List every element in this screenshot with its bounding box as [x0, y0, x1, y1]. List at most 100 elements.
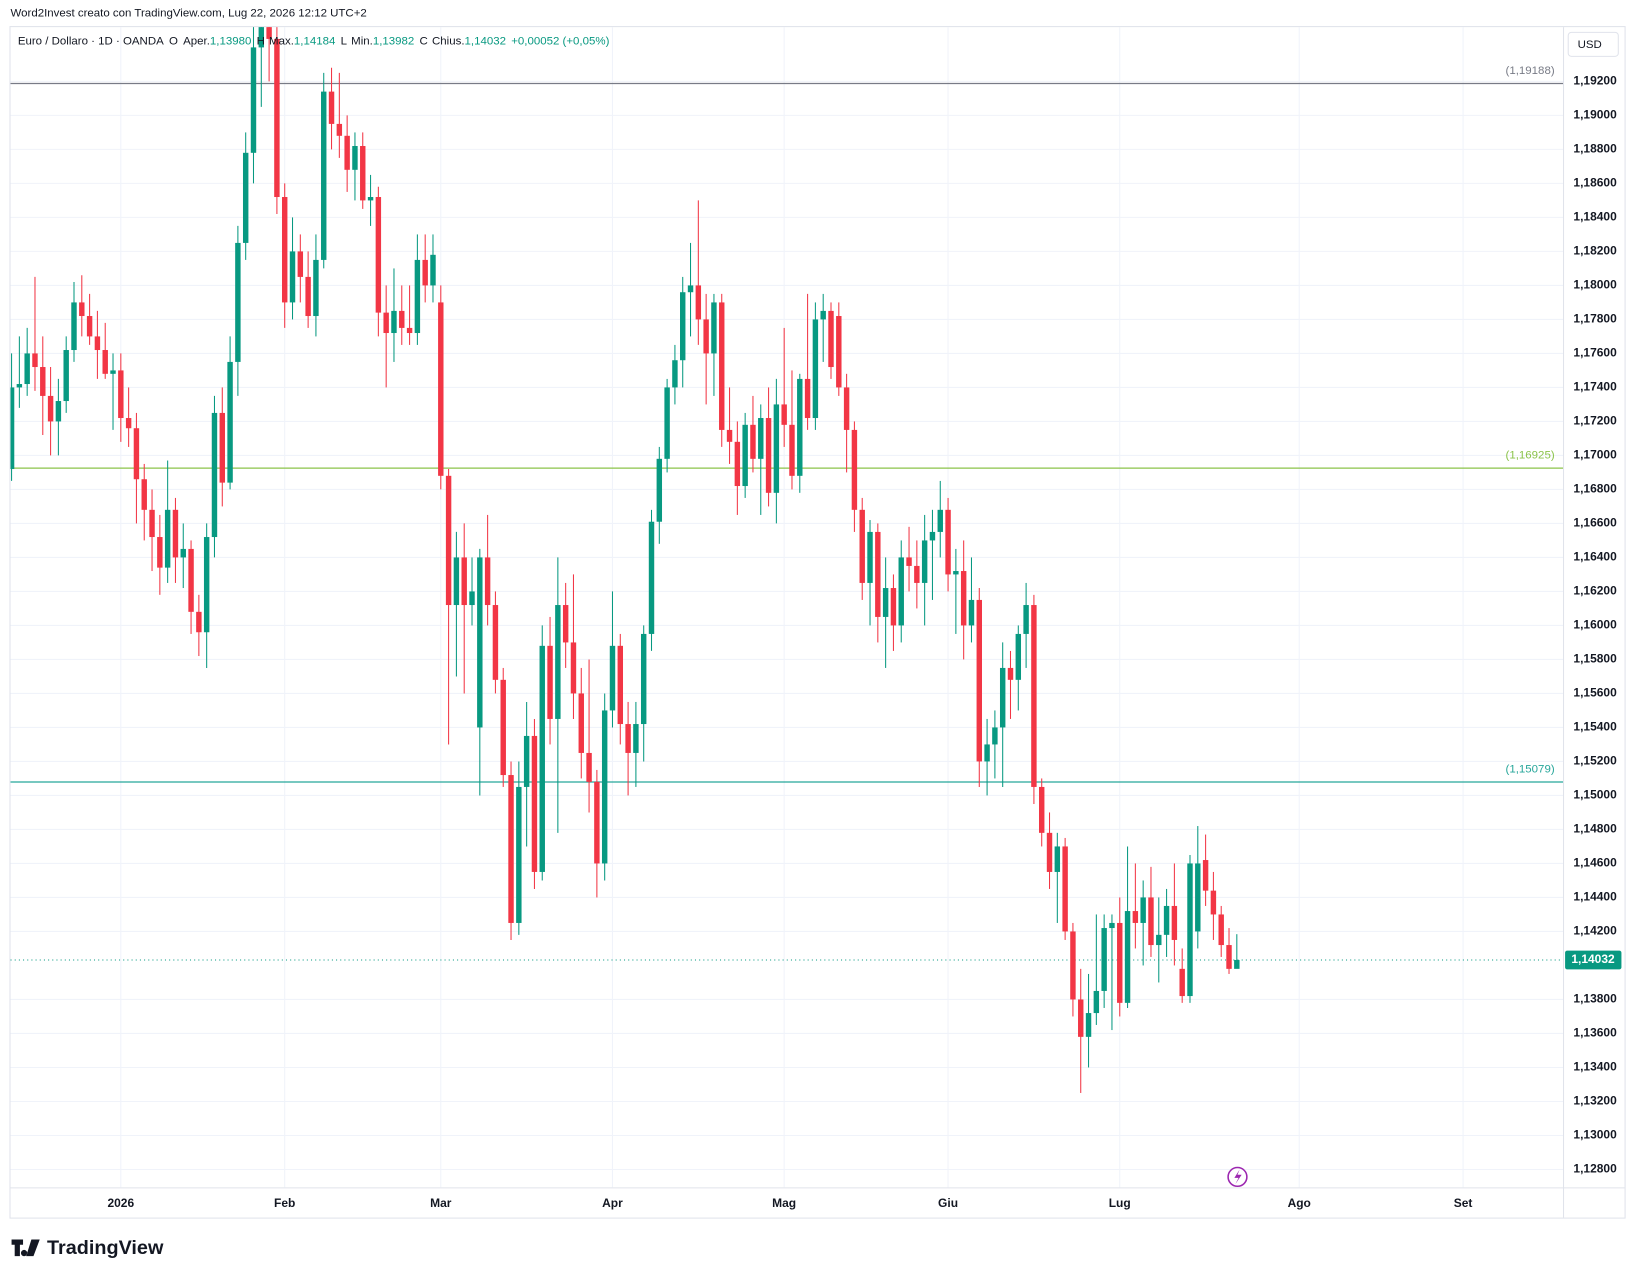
x-tick-label: Mag	[772, 1196, 796, 1210]
change: +0,00052 (+0,05%)	[511, 36, 609, 48]
y-tick-label: 1,13000	[1573, 1128, 1617, 1142]
candle-body	[984, 744, 990, 762]
candle-body	[516, 786, 522, 923]
candle-body	[968, 599, 975, 626]
candle-body	[836, 316, 842, 388]
candle-body	[843, 387, 850, 430]
candle-body	[328, 91, 335, 124]
candle-body	[94, 336, 101, 351]
candle-body	[469, 591, 475, 606]
candle-body	[1218, 914, 1224, 946]
last-price-box	[1565, 950, 1622, 970]
y-tick-label: 1,17800	[1573, 312, 1617, 326]
candle-body	[578, 693, 584, 753]
o: O	[169, 36, 178, 48]
candle-body	[375, 197, 382, 313]
candle-body	[695, 285, 702, 320]
candle-body	[656, 458, 663, 522]
candle-body	[477, 557, 483, 728]
candle-body	[758, 418, 764, 459]
high-label: Max.	[269, 36, 294, 48]
candle-body	[1124, 911, 1131, 1003]
candle-body	[586, 752, 592, 782]
candle-body	[1210, 890, 1217, 915]
y-tick-label: 1,18200	[1573, 244, 1617, 258]
candle-body	[640, 633, 647, 725]
candle-body	[297, 251, 304, 277]
candle-body	[281, 197, 288, 303]
candle-body	[726, 429, 733, 442]
candle-body	[188, 548, 194, 612]
candle-body	[1085, 1013, 1092, 1037]
candle-body	[24, 353, 30, 385]
candle-body	[266, 27, 272, 39]
candle-body	[1109, 922, 1115, 929]
candle-body	[55, 401, 62, 422]
candle-body	[617, 645, 624, 725]
candle-body	[367, 197, 374, 201]
candle-body	[867, 531, 873, 583]
candle-body	[461, 557, 467, 606]
candle-body	[196, 611, 202, 633]
candle-body	[914, 565, 920, 583]
candle-body	[305, 276, 311, 317]
candle-body	[921, 540, 928, 583]
y-tick-label: 1,17000	[1573, 448, 1617, 462]
candle-body	[1226, 945, 1232, 969]
y-tick-label: 1,14200	[1573, 924, 1617, 938]
candle-body	[203, 537, 210, 633]
horizontal-line-label: (1,19188)	[1506, 65, 1555, 77]
candle-body	[40, 367, 46, 396]
y-tick-label: 1,15200	[1573, 754, 1617, 768]
y-tick-label: 1,15000	[1573, 788, 1617, 802]
candle-body	[898, 557, 904, 626]
header: Euro / Dollaro · 1D · OANDA O Aper.1,13980…	[18, 36, 610, 48]
candle-body	[1054, 846, 1061, 872]
candle-body	[828, 310, 834, 368]
candle-body	[875, 531, 881, 617]
candle-body	[851, 429, 858, 510]
y-tick-label: 1,18400	[1573, 210, 1617, 224]
candle-body	[609, 645, 616, 711]
y-tick-label: 1,16400	[1573, 550, 1617, 564]
candle-body	[1078, 999, 1084, 1037]
candle-body	[648, 521, 655, 634]
currency-box[interactable]	[1567, 31, 1619, 57]
l: L	[341, 36, 347, 48]
candle-body	[945, 509, 951, 575]
candle-body	[539, 645, 545, 872]
candle-body	[1062, 846, 1068, 932]
candle-body	[110, 370, 116, 374]
flash-icon[interactable]	[1227, 1166, 1248, 1188]
candle-body	[570, 642, 577, 694]
y-tick-label: 1,14800	[1573, 822, 1617, 836]
c: C	[420, 36, 428, 48]
candle-body	[1179, 968, 1185, 997]
candle-body	[703, 319, 709, 354]
watermark: Word2Invest creato con TradingView.com, …	[11, 8, 367, 20]
candle-body	[406, 327, 413, 334]
x-tick-label: Mar	[430, 1196, 452, 1210]
horizontal-line-label: (1,16925)	[1506, 450, 1555, 462]
candle-body	[804, 378, 811, 419]
candle-body	[750, 424, 756, 459]
brand-logo[interactable]: TradingView	[11, 1237, 164, 1259]
candle-body	[890, 588, 897, 626]
h: H	[257, 36, 265, 48]
candle-body	[789, 424, 795, 476]
y-tick-label: 1,13600	[1573, 1026, 1617, 1040]
y-tick-label: 1,16200	[1573, 584, 1617, 598]
y-tick-label: 1,15600	[1573, 686, 1617, 700]
candle-body	[1070, 931, 1076, 1000]
y-tick-label: 1,13200	[1573, 1094, 1617, 1108]
close: 1,14032	[465, 36, 506, 48]
candle-body	[1195, 863, 1201, 932]
candle-body	[531, 735, 538, 872]
candle-body	[1093, 990, 1100, 1014]
candle-body	[422, 259, 428, 286]
y-tick-label: 1,16800	[1573, 482, 1617, 496]
y-tick-label: 1,13800	[1573, 992, 1617, 1006]
candle-body	[953, 571, 959, 575]
